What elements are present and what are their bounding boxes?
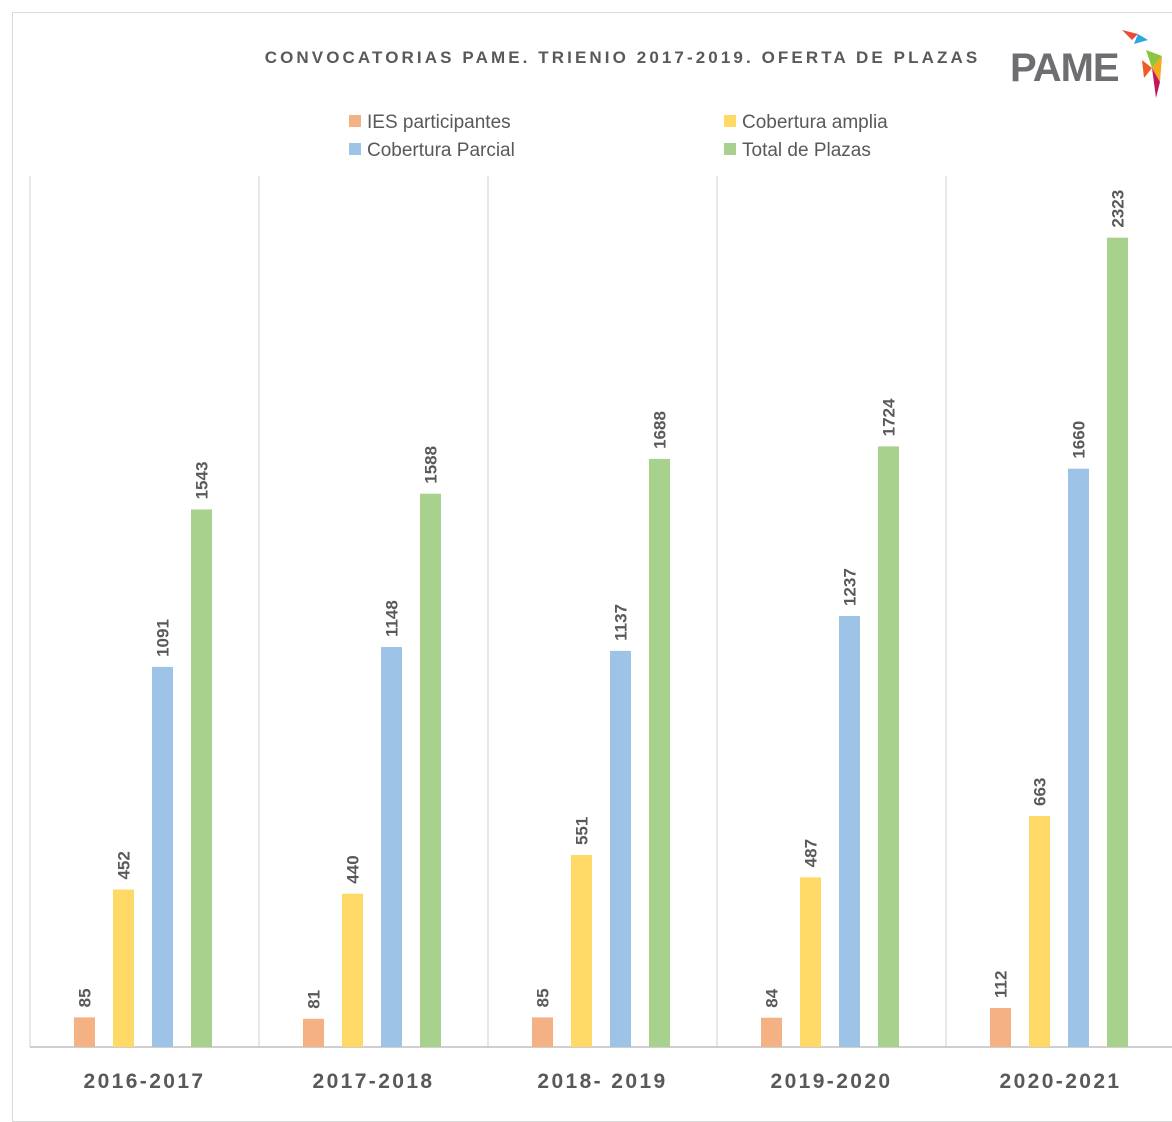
bar xyxy=(303,1018,324,1047)
pame-logo: PAME xyxy=(1010,26,1170,102)
category-label: 2020-2021 xyxy=(999,1070,1121,1093)
bar-value-label: 1091 xyxy=(154,619,173,657)
legend-item-cobertura-amplia: Cobertura amplia xyxy=(724,112,888,134)
legend-label-parcial: Cobertura Parcial xyxy=(367,140,515,161)
bar-value-label: 1724 xyxy=(880,398,899,436)
bar-value-label: 85 xyxy=(76,988,95,1007)
bar-value-label: 487 xyxy=(802,839,821,867)
bar-value-label: 1543 xyxy=(193,462,212,500)
bar-value-label: 440 xyxy=(344,855,363,883)
legend-label-total: Total de Plazas xyxy=(742,140,871,161)
bar xyxy=(1029,816,1050,1047)
bar xyxy=(839,616,860,1047)
bar xyxy=(761,1017,782,1047)
legend-swatch-total xyxy=(724,143,736,155)
bar xyxy=(152,666,173,1047)
chart-title: CONVOCATORIAS PAME. TRIENIO 2017-2019. O… xyxy=(264,48,981,67)
bar xyxy=(342,893,363,1047)
category-label: 2018- 2019 xyxy=(537,1070,667,1093)
bar-value-label: 2323 xyxy=(1109,190,1128,228)
pame-logo-text: PAME xyxy=(1010,46,1120,90)
bar-value-label: 1660 xyxy=(1070,421,1089,459)
bar xyxy=(381,647,402,1047)
bar-value-label: 81 xyxy=(305,990,324,1009)
legend-item-cobertura-parcial: Cobertura Parcial xyxy=(349,140,515,162)
bar xyxy=(74,1017,95,1047)
bar-value-label: 112 xyxy=(992,971,1011,998)
bar-value-label: 1137 xyxy=(612,604,631,641)
category-label: 2016-2017 xyxy=(83,1070,205,1093)
bar xyxy=(532,1017,553,1047)
bar xyxy=(649,458,670,1048)
bar xyxy=(1068,468,1089,1047)
legend-swatch-amplia xyxy=(724,115,736,127)
legend-swatch-ies xyxy=(349,115,361,127)
bar xyxy=(878,446,899,1047)
category-label: 2019-2020 xyxy=(770,1070,892,1093)
bar-chart-plot: 85 452 1091 1543 2016-2017 81 440 1148 1588 2017-… xyxy=(29,176,1172,1093)
bar xyxy=(1107,237,1128,1047)
legend-swatch-parcial xyxy=(349,143,361,155)
bar xyxy=(800,877,821,1047)
legend-item-ies-participantes: IES participantes xyxy=(349,112,511,134)
bar-value-label: 452 xyxy=(115,851,134,879)
bar-value-label: 1688 xyxy=(651,411,670,449)
legend-item-total-plazas: Total de Plazas xyxy=(724,140,871,162)
bar xyxy=(191,509,212,1047)
bar-value-label: 1148 xyxy=(383,600,402,637)
bar xyxy=(571,855,592,1047)
legend-label-amplia: Cobertura amplia xyxy=(742,112,888,133)
bar xyxy=(990,1007,1011,1047)
bar-value-label: 1588 xyxy=(422,446,441,484)
bar-value-label: 1237 xyxy=(841,568,860,606)
bar xyxy=(113,889,134,1047)
origami-bird-icon xyxy=(1122,30,1162,98)
bar xyxy=(420,493,441,1047)
bar-value-label: 663 xyxy=(1031,778,1050,806)
bar-value-label: 84 xyxy=(763,988,782,1007)
legend-label-ies: IES participantes xyxy=(367,112,511,133)
category-label: 2017-2018 xyxy=(312,1070,434,1093)
bar-value-label: 551 xyxy=(573,817,592,845)
bar-value-label: 85 xyxy=(534,988,553,1007)
bar xyxy=(610,650,631,1047)
